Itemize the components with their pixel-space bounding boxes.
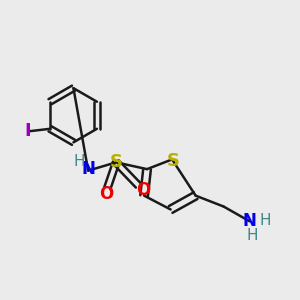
Text: N: N bbox=[243, 212, 256, 230]
Text: H: H bbox=[246, 228, 258, 243]
Text: N: N bbox=[81, 160, 95, 178]
Text: S: S bbox=[167, 152, 180, 170]
Text: I: I bbox=[24, 122, 31, 140]
Text: O: O bbox=[99, 184, 113, 202]
Text: H: H bbox=[74, 154, 85, 169]
Text: O: O bbox=[136, 181, 151, 199]
Text: H: H bbox=[259, 213, 271, 228]
Text: S: S bbox=[110, 153, 123, 171]
